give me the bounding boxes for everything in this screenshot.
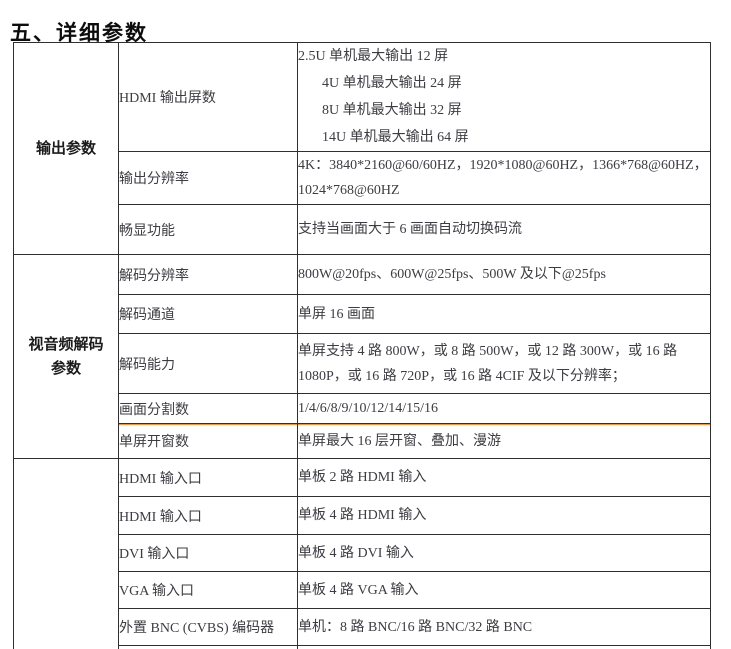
value-cell: 1/4/6/8/9/10/12/14/15/16 xyxy=(297,393,711,424)
param-cell: 输出分辨率 xyxy=(118,151,298,205)
param-label: HDMI 输出屏数 xyxy=(119,91,216,106)
value-text: 单板 4 路 HDMI 输入 xyxy=(298,508,427,523)
value-cell: 支持当画面大于 6 画面自动切换码流 xyxy=(297,204,711,255)
value-text: 单板 4 路 DVI 输入 xyxy=(298,545,414,561)
param-cell xyxy=(118,645,298,649)
value-line: 2.5U 单机最大输出 12 屏 xyxy=(298,49,449,64)
group-cell-output-params: 输出参数 xyxy=(13,42,119,255)
param-label: 解码能力 xyxy=(119,357,176,373)
param-label: HDMI 输入口 xyxy=(119,509,202,525)
table-row: VGA 输入口 单板 4 路 VGA 输入 xyxy=(14,571,711,609)
value-text: 单板 2 路 HDMI 输入 xyxy=(298,470,427,485)
value-cell: 单板 4 路 VGA 输入 xyxy=(297,571,711,609)
value-line: 8U 单机最大输出 32 屏 xyxy=(322,103,462,118)
param-cell: DVI 输入口 xyxy=(118,534,298,572)
value-cell: 单机：8 路 BNC/16 路 BNC/32 路 BNC xyxy=(297,608,711,646)
group-label: 视音频解码参数 xyxy=(28,335,104,377)
param-cell: 解码能力 xyxy=(118,333,298,394)
param-cell: VGA 输入口 xyxy=(118,571,298,609)
param-label: 解码分辨率 xyxy=(119,268,190,284)
param-cell: 解码通道 xyxy=(118,294,298,334)
value-cell: 单屏最大 16 层开窗、叠加、漫游 xyxy=(297,423,711,459)
group-label: 输出参数 xyxy=(35,139,96,157)
table-row-partial xyxy=(14,645,711,649)
value-cell: 单屏 16 画面 xyxy=(297,294,711,334)
table-row: 输出参数 HDMI 输出屏数 2.5U 单机最大输出 12 屏 4U 单机最大输… xyxy=(13,42,711,255)
value-text: 800W@20fps、600W@25fps、500W 及以下@25fps xyxy=(298,267,606,282)
value-line: 4U 单机最大输出 24 屏 xyxy=(322,76,462,91)
param-cell: 画面分割数 xyxy=(118,393,298,424)
value-text: 单屏 16 画面 xyxy=(298,306,376,322)
table-row: 视音频解码参数 解码分辨率 800W@20fps、600W@25fps、500W… xyxy=(13,254,711,459)
param-cell: HDMI 输出屏数 xyxy=(118,42,298,152)
param-label: 画面分割数 xyxy=(119,402,190,418)
table-row: 解码通道 单屏 16 画面 xyxy=(14,294,711,334)
param-cell: 解码分辨率 xyxy=(118,254,298,295)
table-row: 单屏开窗数 单屏最大 16 层开窗、叠加、漫游 xyxy=(14,423,711,459)
value-text: 1/4/6/8/9/10/12/14/15/16 xyxy=(298,401,439,416)
param-label: 畅显功能 xyxy=(119,223,176,239)
param-label: 输出分辨率 xyxy=(119,172,190,187)
page-title: 五、详细参数 xyxy=(10,22,148,46)
param-label: HDMI 输入口 xyxy=(119,471,202,487)
spec-table: 输出参数 HDMI 输出屏数 2.5U 单机最大输出 12 屏 4U 单机最大输… xyxy=(13,42,711,649)
value-text: 单屏支持 4 路 800W，或 8 路 500W，或 12 路 300W，或 1… xyxy=(298,343,678,384)
table-row: 解码能力 单屏支持 4 路 800W，或 8 路 500W，或 12 路 300… xyxy=(14,333,711,394)
table-row: DVI 输入口 单板 4 路 DVI 输入 xyxy=(14,534,711,572)
value-cell: 单屏支持 4 路 800W，或 8 路 500W，或 12 路 300W，或 1… xyxy=(297,333,711,394)
value-cell: 2.5U 单机最大输出 12 屏 4U 单机最大输出 24 屏 8U 单机最大输… xyxy=(297,42,711,152)
value-cell xyxy=(297,645,711,649)
value-cell: 800W@20fps、600W@25fps、500W 及以下@25fps xyxy=(297,254,711,295)
table-row: 畅显功能 支持当画面大于 6 画面自动切换码流 xyxy=(14,204,711,255)
value-text: 4K：3840*2160@60/60HZ，1920*1080@60HZ，1366… xyxy=(298,158,708,198)
value-text: 单屏最大 16 层开窗、叠加、漫游 xyxy=(298,433,502,449)
value-cell: 单板 2 路 HDMI 输入 xyxy=(297,458,711,497)
table-row: 画面分割数 1/4/6/8/9/10/12/14/15/16 xyxy=(14,393,711,424)
table-row: HDMI 输入口 单板 2 路 HDMI 输入 xyxy=(13,458,711,649)
param-cell: HDMI 输入口 xyxy=(118,496,298,535)
group-cell-input-params xyxy=(13,458,119,649)
value-text: 支持当画面大于 6 画面自动切换码流 xyxy=(298,222,523,237)
value-cell: 4K：3840*2160@60/60HZ，1920*1080@60HZ，1366… xyxy=(297,151,711,205)
value-cell: 单板 4 路 DVI 输入 xyxy=(297,534,711,572)
group-cell-av-decode-params: 视音频解码参数 xyxy=(13,254,119,459)
param-label: 外置 BNC (CVBS) 编码器 xyxy=(119,621,275,636)
param-label: 单屏开窗数 xyxy=(119,435,190,450)
table-row: 输出分辨率 4K：3840*2160@60/60HZ，1920*1080@60H… xyxy=(14,151,711,205)
value-text: 单机：8 路 BNC/16 路 BNC/32 路 BNC xyxy=(298,619,533,635)
table-row: HDMI 输入口 单板 4 路 HDMI 输入 xyxy=(14,496,711,535)
table-row: 外置 BNC (CVBS) 编码器 单机：8 路 BNC/16 路 BNC/32… xyxy=(14,608,711,646)
param-cell: HDMI 输入口 xyxy=(118,458,298,497)
value-text: 单板 4 路 VGA 输入 xyxy=(298,582,419,598)
value-line: 14U 单机最大输出 64 屏 xyxy=(322,130,469,145)
param-cell: 单屏开窗数 xyxy=(118,423,298,459)
param-label: VGA 输入口 xyxy=(119,584,195,599)
spec-table-wrap: 输出参数 HDMI 输出屏数 2.5U 单机最大输出 12 屏 4U 单机最大输… xyxy=(13,42,711,649)
value-cell: 单板 4 路 HDMI 输入 xyxy=(297,496,711,535)
param-label: DVI 输入口 xyxy=(119,547,190,562)
param-cell: 外置 BNC (CVBS) 编码器 xyxy=(118,608,298,646)
param-label: 解码通道 xyxy=(119,308,176,323)
param-cell: 畅显功能 xyxy=(118,204,298,255)
